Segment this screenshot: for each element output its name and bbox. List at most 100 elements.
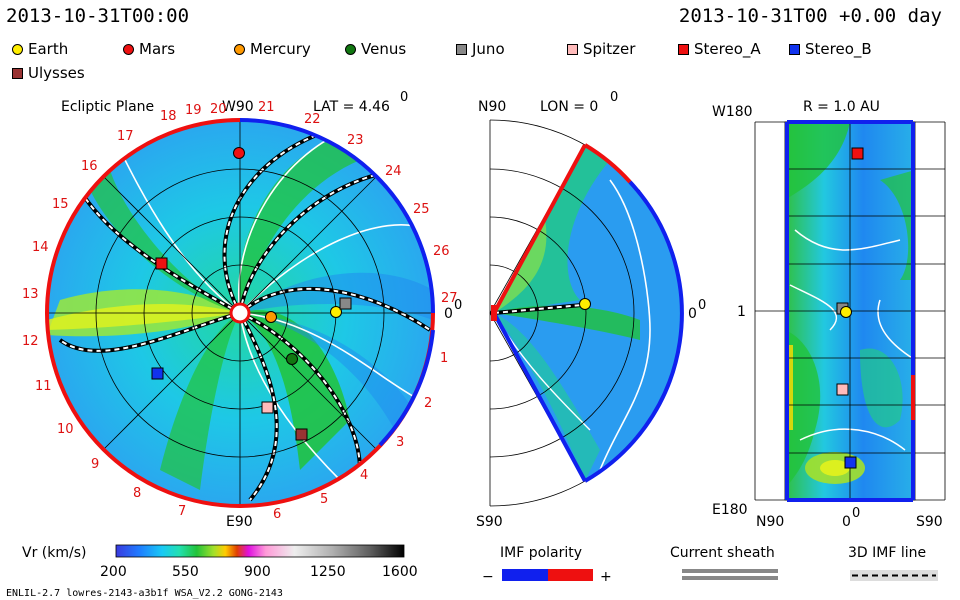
current-sheath-legend: Current sheath [670,545,778,580]
stereo-a-marker [678,43,689,55]
imf3d-title: 3D IMF line [848,545,926,561]
rot-8: 8 [133,486,141,501]
rot-20: 20 [210,102,227,117]
rot-27: 27 [441,291,458,306]
radial-x-left: N90 [756,514,784,530]
radial-x-mid-sup: 0 [852,506,860,521]
rot-11: 11 [35,379,52,394]
colorbar-tick-900: 900 [244,564,271,580]
rot-1: 1 [440,351,448,366]
legend-venus: Venus [345,40,406,58]
legend-ulysses: Ulysses [12,64,85,82]
mercury-marker [234,43,245,55]
colorbar-title: Vr (km/s) [22,545,86,561]
velocity-colorbar: Vr (km/s) 200 550 900 1250 1600 [22,544,418,580]
earth-meridional-position [579,298,591,310]
stereo-a-radial-position [851,147,864,160]
rot-24: 24 [385,164,402,179]
time-right: 2013-10-31T00 +0.00 day [678,5,942,27]
rot-7: 7 [178,504,186,519]
meridional-plot: N90 LON = 0 0 0 0 S90 [476,90,706,530]
juno-marker [456,43,467,55]
rot-12: 12 [22,334,39,349]
rot-3: 3 [396,435,404,450]
mercury-position [265,311,277,323]
ecliptic-plot: Ecliptic Plane W90 LAT = 4.46 0 E90 0 0 … [22,90,462,530]
sun-meridional-boundary [491,305,497,321]
solar-wind-spiral-arms [47,140,433,490]
colorbar-tick-550: 550 [172,564,199,580]
rot-26: 26 [433,244,450,259]
imf3d-legend: 3D IMF line [848,545,938,581]
sun-inner-boundary [229,302,251,324]
radial-r-label: R = 1.0 AU [803,99,880,115]
meridional-top-label: N90 [478,99,506,115]
meridional-lon-label: LON = 0 [540,99,598,115]
venus-marker [345,43,356,55]
juno-position [339,297,352,310]
ecliptic-imf-rim [45,118,435,508]
ecliptic-top-label: W90 [222,99,254,115]
radial-x-right: S90 [916,514,943,530]
rot-5: 5 [320,492,328,507]
earth-radial-position [840,306,852,318]
ulysses-marker [12,67,23,79]
imf-polarity-legend: IMF polarity − + [482,545,612,585]
venus-position [286,353,298,365]
rot-17: 17 [117,129,134,144]
meridional-imf-rim [492,143,684,483]
rot-22: 22 [304,112,321,127]
radial-bottom-left: E180 [712,502,748,518]
legend-juno: Juno [456,40,505,58]
legend-earth: Earth [12,40,68,58]
current-sheath-lines [58,128,432,502]
radial-map-plot: R = 1.0 AU W180 1 E180 N90 0 0 S90 [712,99,946,530]
colorbar-tick-1600: 1600 [382,564,418,580]
stereo-a-position [155,257,168,270]
legend-mars: Mars [123,40,175,58]
rot-6: 6 [273,507,281,522]
stereo-b-marker [789,43,800,55]
rot-14: 14 [32,240,49,255]
stereo-b-radial-position [844,456,857,469]
meridional-zero-label: 0 [688,306,697,322]
rot-21: 21 [258,100,275,115]
sheath-title: Current sheath [670,545,775,561]
imf-minus: − [482,569,494,585]
earth-position [330,306,342,318]
legend-stereo-b: Stereo_B [789,40,872,58]
ecliptic-title: Ecliptic Plane [61,99,154,115]
rot-9: 9 [91,457,99,472]
rot-23: 23 [347,133,364,148]
meridional-bottom-label: S90 [476,514,503,530]
ulysses-position [295,428,308,441]
footer-model-info: ENLIL-2.7 lowres-2143-a3b1f WSA_V2.2 GON… [6,588,283,599]
stereo-b-position [151,367,164,380]
imf-plus: + [600,569,612,585]
earth-marker [12,43,23,55]
ecliptic-lat-deg: 0 [400,90,408,105]
radial-x-mid: 0 [842,514,851,530]
radial-mid-left: 1 [737,304,746,320]
time-left: 2013-10-31T00:00 [6,5,190,27]
spitzer-marker [567,43,578,55]
colorbar-tick-200: 200 [100,564,127,580]
rot-18: 18 [160,109,177,124]
mars-marker [123,43,134,55]
radial-grid [754,121,946,501]
rot-2: 2 [424,396,432,411]
ecliptic-bottom-label: E90 [226,514,253,530]
meridional-lon-deg: 0 [610,90,618,105]
ecliptic-lat-label: LAT = 4.46 [313,99,390,115]
ecliptic-zero-label: 0 [444,306,453,322]
imf-title: IMF polarity [500,545,582,561]
legend-stereo-a: Stereo_A [678,40,761,58]
carrington-rotation-numbers: 20 21 22 23 24 25 26 27 1 2 3 4 5 6 7 8 … [22,100,458,522]
radial-top-left: W180 [712,104,753,120]
rot-15: 15 [52,197,69,212]
spitzer-radial-position [836,383,849,396]
rot-16: 16 [81,159,98,174]
meridional-zero-sup: 0 [698,298,706,313]
legend-spitzer: Spitzer [567,40,635,58]
